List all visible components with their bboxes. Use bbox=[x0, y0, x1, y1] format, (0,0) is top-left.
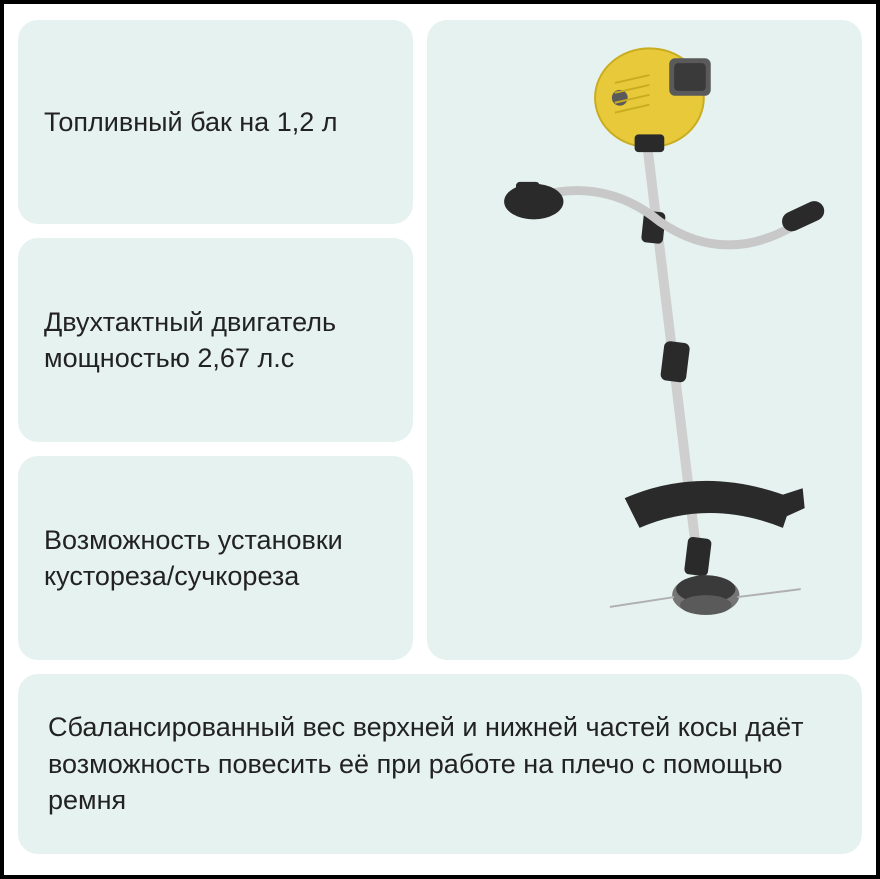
feature-text: Сбалансированный вес верхней и нижней ча… bbox=[48, 709, 832, 818]
feature-card-engine: Двухтактный двигатель мощностью 2,67 л.с bbox=[18, 238, 413, 442]
bottom-row: Сбалансированный вес верхней и нижней ча… bbox=[18, 674, 862, 854]
feature-card-balance: Сбалансированный вес верхней и нижней ча… bbox=[18, 674, 862, 854]
feature-text: Двухтактный двигатель мощностью 2,67 л.с bbox=[44, 304, 387, 377]
feature-card-attachment: Возможность установки кустореза/сучкорез… bbox=[18, 456, 413, 660]
feature-list: Топливный бак на 1,2 л Двухтактный двига… bbox=[18, 20, 413, 660]
feature-card-fuel-tank: Топливный бак на 1,2 л bbox=[18, 20, 413, 224]
product-image-panel bbox=[427, 20, 862, 660]
feature-text: Топливный бак на 1,2 л bbox=[44, 104, 338, 140]
feature-text: Возможность установки кустореза/сучкорез… bbox=[44, 522, 387, 595]
trimmer-illustration bbox=[427, 20, 862, 660]
top-row: Топливный бак на 1,2 л Двухтактный двига… bbox=[18, 20, 862, 660]
